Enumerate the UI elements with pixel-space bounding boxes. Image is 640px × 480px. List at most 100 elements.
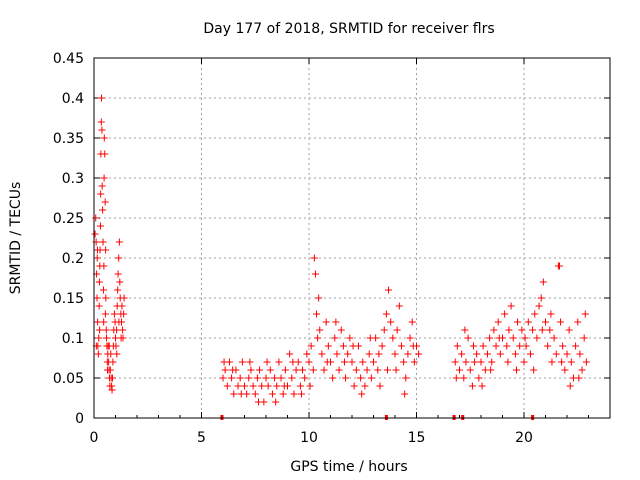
data-point xyxy=(333,350,341,358)
data-point xyxy=(349,342,357,350)
x-tick-label: 10 xyxy=(300,430,318,446)
data-point xyxy=(93,294,101,302)
data-point xyxy=(576,350,584,358)
data-point xyxy=(97,190,105,198)
data-point xyxy=(383,366,391,374)
data-point xyxy=(246,358,254,366)
data-point xyxy=(251,390,259,398)
data-point xyxy=(100,318,108,326)
data-point xyxy=(241,382,248,390)
data-point xyxy=(116,278,124,286)
data-point xyxy=(539,278,547,286)
data-point xyxy=(120,294,128,302)
data-point xyxy=(238,358,246,366)
data-point xyxy=(258,382,266,390)
data-point xyxy=(303,350,311,358)
data-point xyxy=(101,310,109,318)
data-point xyxy=(99,206,107,214)
data-point xyxy=(567,358,575,366)
data-point xyxy=(533,334,541,342)
data-point xyxy=(538,326,546,334)
data-point xyxy=(488,358,496,366)
data-point xyxy=(109,358,117,366)
data-point xyxy=(346,334,354,342)
data-point xyxy=(477,358,485,366)
data-point xyxy=(105,342,113,350)
data-point xyxy=(492,342,500,350)
data-point xyxy=(249,382,257,390)
data-point xyxy=(359,358,367,366)
data-point xyxy=(115,238,123,246)
data-point xyxy=(350,382,358,390)
data-point xyxy=(305,358,313,366)
data-point xyxy=(469,342,477,350)
data-point xyxy=(393,326,401,334)
data-point xyxy=(288,374,296,382)
data-point xyxy=(357,374,365,382)
data-point xyxy=(522,342,530,350)
data-point xyxy=(512,366,520,374)
data-point xyxy=(337,326,345,334)
data-point xyxy=(114,286,122,294)
data-point xyxy=(102,326,110,334)
data-point xyxy=(575,374,583,382)
data-point xyxy=(402,374,410,382)
data-point xyxy=(289,358,297,366)
data-point xyxy=(561,366,569,374)
plot-frame xyxy=(93,57,611,419)
data-point xyxy=(228,374,236,382)
data-point xyxy=(254,398,262,406)
data-point xyxy=(391,350,399,358)
data-point xyxy=(108,374,116,382)
data-point xyxy=(100,174,108,182)
data-point xyxy=(406,334,414,342)
data-points xyxy=(91,94,590,406)
data-point xyxy=(120,310,128,318)
x-tick-label: 5 xyxy=(197,430,206,446)
data-point xyxy=(322,318,330,326)
data-point xyxy=(99,286,107,294)
data-point xyxy=(279,390,287,398)
data-point xyxy=(309,366,317,374)
data-point xyxy=(504,358,512,366)
data-point xyxy=(363,366,371,374)
data-point xyxy=(95,278,103,286)
data-point xyxy=(565,326,573,334)
data-point xyxy=(275,358,283,366)
data-point xyxy=(113,326,121,334)
data-point xyxy=(93,246,101,254)
data-point xyxy=(483,350,491,358)
data-point xyxy=(456,366,463,374)
data-point xyxy=(374,366,382,374)
data-point xyxy=(318,350,326,358)
data-point xyxy=(339,342,347,350)
data-point xyxy=(332,318,340,326)
y-tick-label: 0.1 xyxy=(62,331,84,347)
data-point xyxy=(296,382,304,390)
data-point xyxy=(113,350,121,358)
data-point xyxy=(223,382,231,390)
data-point xyxy=(400,358,408,366)
data-point xyxy=(313,310,321,318)
data-point xyxy=(365,350,373,358)
data-point xyxy=(273,382,281,390)
data-point xyxy=(453,342,461,350)
data-point xyxy=(582,358,590,366)
data-point xyxy=(329,374,337,382)
data-point xyxy=(281,366,289,374)
data-point xyxy=(253,374,261,382)
x-axis-label: GPS time / hours xyxy=(290,459,407,475)
data-point xyxy=(95,334,103,342)
data-point xyxy=(94,318,102,326)
data-point xyxy=(409,342,417,350)
data-point xyxy=(370,358,377,366)
data-point xyxy=(559,342,567,350)
data-point xyxy=(220,358,228,366)
data-point xyxy=(563,350,571,358)
data-point xyxy=(479,342,487,350)
data-point xyxy=(115,318,123,326)
data-point xyxy=(376,382,384,390)
data-point xyxy=(358,390,366,398)
data-point xyxy=(461,326,469,334)
data-point xyxy=(292,366,300,374)
